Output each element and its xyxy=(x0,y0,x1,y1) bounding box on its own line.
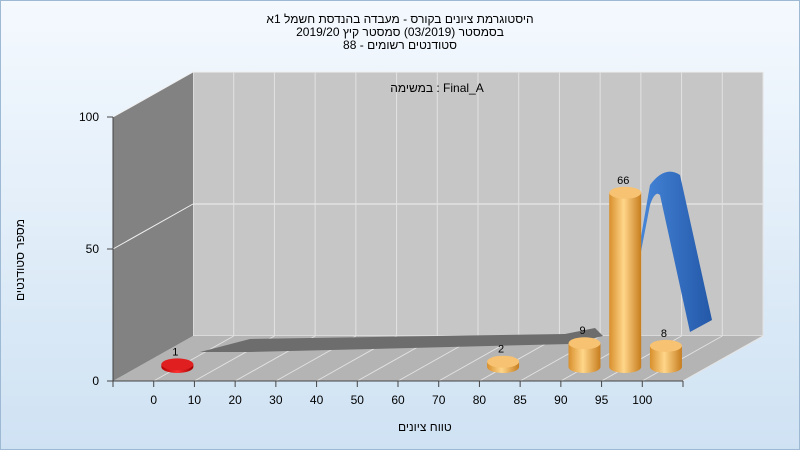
x-tick-label: 60 xyxy=(391,393,405,407)
chart-title-line-3: סטודנטים רשומים - 88 xyxy=(343,38,457,52)
x-tick-label: 50 xyxy=(351,393,365,407)
bar xyxy=(609,192,642,373)
y-axis-label: מספר סטודנטים xyxy=(13,218,27,302)
y-tick-label: 50 xyxy=(86,242,100,256)
bar-value-label: 9 xyxy=(579,325,585,337)
bar-top xyxy=(161,358,194,371)
bar-value-label: 1 xyxy=(172,346,178,358)
chart-annotation: במשימה : Final_A xyxy=(390,81,484,95)
chart-title-line-2: בסמסטר (03/2019) סמסטר קיץ 2019/20 xyxy=(296,25,504,39)
y-tick-label: 100 xyxy=(79,110,99,124)
x-tick-label: 90 xyxy=(554,393,568,407)
x-tick-label: 85 xyxy=(513,393,527,407)
x-tick-label: 0 xyxy=(150,393,157,407)
x-tick-label: 80 xyxy=(473,393,487,407)
x-tick-label: 70 xyxy=(432,393,446,407)
gridline-floor xyxy=(682,335,764,382)
bar-top xyxy=(649,339,682,352)
y-tick-label: 0 xyxy=(92,374,99,388)
bar-top xyxy=(568,337,601,350)
bar-value-label: 2 xyxy=(498,344,504,356)
x-tick-label: 40 xyxy=(310,393,324,407)
bar-top xyxy=(609,186,642,199)
gridline-side xyxy=(112,71,194,118)
bar xyxy=(568,343,601,373)
gridline-side xyxy=(112,203,194,250)
x-tick-label: 30 xyxy=(269,393,283,407)
bar-value-label: 66 xyxy=(617,175,629,187)
bar-value-label: 8 xyxy=(661,328,667,340)
gridline-floor xyxy=(153,335,234,382)
x-tick-label: 10 xyxy=(188,393,202,407)
x-tick-label: 95 xyxy=(595,393,609,407)
x-tick-label: 20 xyxy=(228,393,242,407)
gridline-floor xyxy=(642,335,723,382)
floor-shadow-band xyxy=(200,328,603,352)
chart-title-line-1: היסטוגרמת ציונים בקורס - מעבדה בהנדסת חש… xyxy=(266,12,534,26)
distribution-curve xyxy=(630,171,712,332)
bar-top xyxy=(487,355,520,368)
x-axis-label: טווח ציונים xyxy=(398,420,452,434)
bar xyxy=(649,345,682,373)
x-tick-label: 100 xyxy=(632,393,652,407)
